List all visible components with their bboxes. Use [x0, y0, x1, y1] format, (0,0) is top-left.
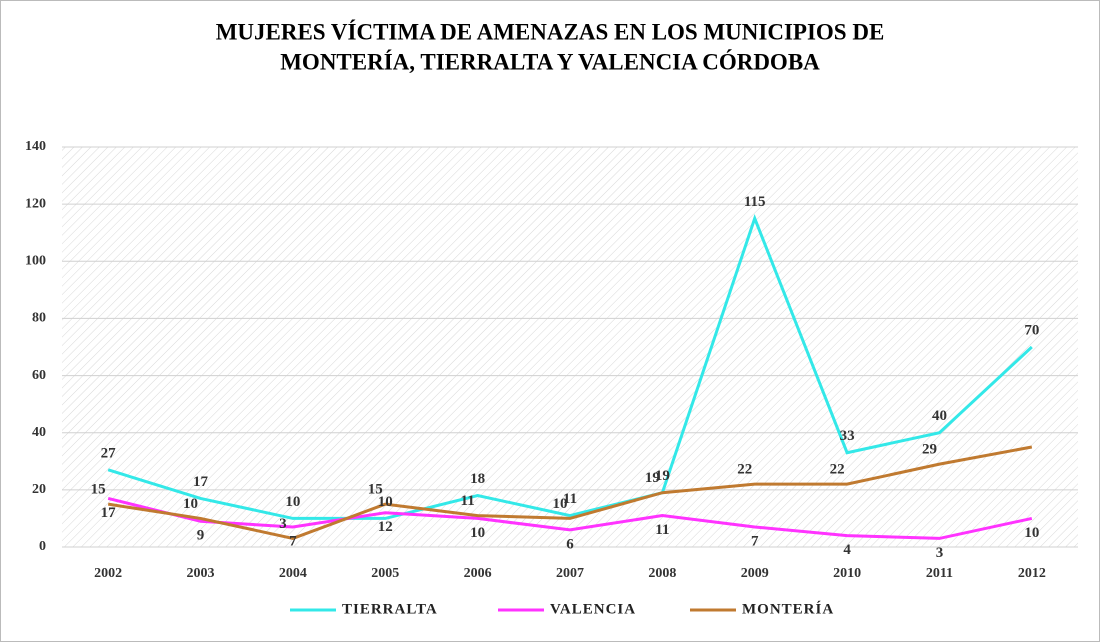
data-label: 3	[936, 545, 944, 561]
data-label: 11	[655, 522, 669, 538]
data-label: 10	[378, 494, 393, 510]
series-line	[107, 496, 1033, 540]
data-label: 115	[744, 194, 766, 210]
x-tick-label: 2009	[741, 566, 769, 581]
data-label: 7	[751, 533, 759, 549]
data-label: 70	[1024, 322, 1039, 338]
y-tick-label: 60	[32, 368, 46, 383]
data-label: 27	[101, 445, 117, 461]
x-tick-label: 2007	[556, 566, 584, 581]
y-tick-label: 40	[32, 425, 46, 440]
data-label: 18	[470, 471, 485, 487]
y-tick-label: 20	[32, 482, 46, 497]
legend-label: MONTERÍA	[742, 600, 834, 617]
legend-label: VALENCIA	[550, 601, 636, 617]
data-label: 10	[553, 496, 568, 512]
data-label: 6	[566, 536, 574, 552]
data-label: 19	[655, 468, 670, 484]
series-line	[107, 214, 1033, 520]
chart-title: MUJERES VÍCTIMA DE AMENAZAS EN LOS MUNIC…	[216, 19, 885, 44]
y-tick-label: 120	[25, 196, 46, 211]
series-line	[107, 445, 1033, 540]
x-tick-label: 2003	[187, 566, 215, 581]
plot-area	[62, 147, 1078, 547]
data-label: 17	[101, 505, 117, 521]
y-tick-label: 140	[25, 139, 46, 154]
y-tick-label: 100	[25, 254, 46, 269]
x-tick-label: 2005	[371, 566, 399, 581]
x-tick-label: 2004	[279, 566, 307, 581]
data-label: 11	[461, 493, 475, 509]
data-label: 12	[378, 519, 393, 535]
y-tick-label: 0	[39, 539, 46, 554]
data-label: 7	[289, 533, 297, 549]
data-label: 22	[737, 462, 752, 478]
data-label: 3	[279, 516, 287, 532]
x-tick-label: 2002	[94, 566, 122, 581]
data-label: 10	[183, 496, 198, 512]
x-tick-label: 2012	[1018, 566, 1046, 581]
data-label: 11	[563, 491, 577, 507]
x-tick-label: 2006	[464, 566, 492, 581]
data-label: 4	[843, 542, 851, 558]
data-label: 15	[368, 482, 383, 498]
legend-label: TIERRALTA	[342, 601, 438, 617]
y-tick-label: 80	[32, 311, 46, 326]
data-label: 17	[193, 474, 209, 490]
data-label: 10	[285, 494, 300, 510]
data-label: 10	[470, 525, 485, 541]
data-label: 22	[830, 462, 845, 478]
data-label: 33	[840, 428, 855, 444]
data-label: 10	[1024, 525, 1039, 541]
data-label: 15	[91, 482, 106, 498]
data-label: 29	[922, 442, 937, 458]
data-label: 40	[932, 408, 947, 424]
x-tick-label: 2008	[648, 566, 676, 581]
data-label: 9	[197, 528, 205, 544]
data-label: 19	[645, 470, 660, 486]
chart-title: MONTERÍA, TIERRALTA Y VALENCIA CÓRDOBA	[280, 48, 820, 74]
x-tick-label: 2011	[926, 566, 953, 581]
x-tick-label: 2010	[833, 566, 861, 581]
